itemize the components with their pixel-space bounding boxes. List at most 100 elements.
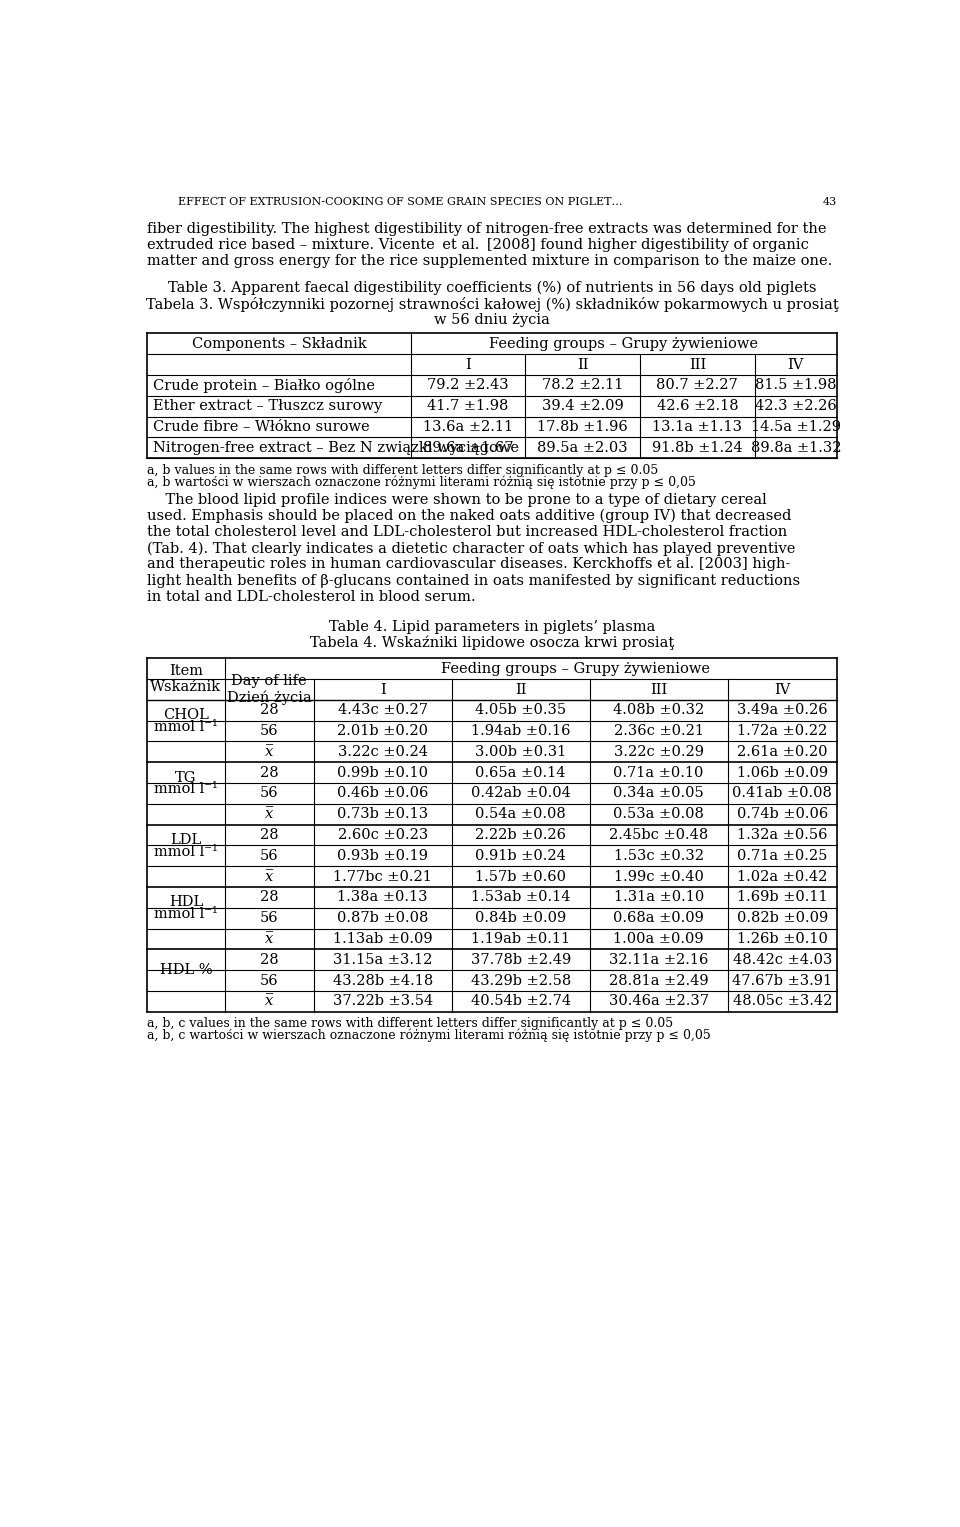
- Text: 42.3 ±2.26: 42.3 ±2.26: [755, 399, 837, 414]
- Text: 1.77bc ±0.21: 1.77bc ±0.21: [333, 869, 432, 884]
- Text: EFFECT OF EXTRUSION-COOKING OF SOME GRAIN SPECIES ON PIGLET…: EFFECT OF EXTRUSION-COOKING OF SOME GRAI…: [179, 197, 623, 208]
- Text: a, b, c values in the same rows with different letters differ significantly at p: a, b, c values in the same rows with dif…: [147, 1017, 673, 1031]
- Text: 37.78b ±2.49: 37.78b ±2.49: [470, 953, 571, 967]
- Text: 1.26b ±0.10: 1.26b ±0.10: [737, 931, 828, 947]
- Text: 1.53c ±0.32: 1.53c ±0.32: [613, 849, 704, 863]
- Text: mmol l⁻¹: mmol l⁻¹: [154, 782, 218, 796]
- Text: 56: 56: [260, 849, 278, 863]
- Text: Tabela 4. Wskaźniki lipidowe osocza krwi prosiaţ: Tabela 4. Wskaźniki lipidowe osocza krwi…: [310, 637, 674, 651]
- Text: CHOL: CHOL: [163, 709, 209, 722]
- Text: x̅: x̅: [265, 745, 274, 759]
- Text: 79.2 ±2.43: 79.2 ±2.43: [427, 379, 509, 392]
- Text: 0.71a ±0.25: 0.71a ±0.25: [737, 849, 828, 863]
- Text: the total cholesterol level and LDL-cholesterol but increased HDL-cholesterol fr: the total cholesterol level and LDL-chol…: [147, 525, 787, 539]
- Text: 0.65a ±0.14: 0.65a ±0.14: [475, 765, 566, 780]
- Text: 1.32a ±0.56: 1.32a ±0.56: [737, 828, 828, 841]
- Text: 47.67b ±3.91: 47.67b ±3.91: [732, 974, 832, 988]
- Text: 2.22b ±0.26: 2.22b ±0.26: [475, 828, 566, 841]
- Text: 0.87b ±0.08: 0.87b ±0.08: [337, 912, 428, 925]
- Text: x̅: x̅: [265, 994, 274, 1008]
- Text: 1.69b ±0.11: 1.69b ±0.11: [737, 890, 828, 904]
- Text: Feeding groups – Grupy żywieniowe: Feeding groups – Grupy żywieniowe: [490, 337, 758, 351]
- Text: 56: 56: [260, 974, 278, 988]
- Text: Feeding groups – Grupy żywieniowe: Feeding groups – Grupy żywieniowe: [441, 661, 709, 676]
- Text: 89.6a ±1.67: 89.6a ±1.67: [422, 441, 514, 455]
- Text: 3.49a ±0.26: 3.49a ±0.26: [737, 704, 828, 718]
- Text: TG: TG: [175, 771, 197, 785]
- Text: Table 3. Apparent faecal digestibility coefficients (%) of nutrients in 56 days : Table 3. Apparent faecal digestibility c…: [168, 281, 816, 295]
- Text: 28: 28: [260, 890, 278, 904]
- Text: 0.34a ±0.05: 0.34a ±0.05: [613, 786, 704, 800]
- Text: and therapeutic roles in human cardiovascular diseases. Kerckhoffs et al. [2003]: and therapeutic roles in human cardiovas…: [147, 557, 790, 571]
- Text: 37.22b ±3.54: 37.22b ±3.54: [332, 994, 433, 1008]
- Text: Tabela 3. Współczynniki pozornej strawności kałowej (%) składników pokarmowych u: Tabela 3. Współczynniki pozornej strawno…: [146, 298, 838, 312]
- Text: III: III: [688, 357, 706, 371]
- Text: 78.2 ±2.11: 78.2 ±2.11: [542, 379, 623, 392]
- Text: 2.01b ±0.20: 2.01b ±0.20: [337, 724, 428, 738]
- Text: IV: IV: [774, 683, 790, 696]
- Text: II: II: [515, 683, 526, 696]
- Text: II: II: [577, 357, 588, 371]
- Text: 1.99c ±0.40: 1.99c ±0.40: [613, 869, 704, 884]
- Text: 0.46b ±0.06: 0.46b ±0.06: [337, 786, 428, 800]
- Text: 1.72a ±0.22: 1.72a ±0.22: [737, 724, 828, 738]
- Text: 28.81a ±2.49: 28.81a ±2.49: [609, 974, 708, 988]
- Text: light health benefits of β-glucans contained in oats manifested by significant r: light health benefits of β-glucans conta…: [147, 574, 801, 588]
- Text: HDL: HDL: [169, 895, 203, 910]
- Text: (Tab. 4). That clearly indicates a dietetic character of oats which has played p: (Tab. 4). That clearly indicates a diete…: [147, 541, 796, 556]
- Text: 1.19ab ±0.11: 1.19ab ±0.11: [471, 931, 570, 947]
- Text: 31.15a ±3.12: 31.15a ±3.12: [333, 953, 432, 967]
- Text: Crude protein – Białko ogólne: Crude protein – Białko ogólne: [154, 377, 375, 392]
- Text: x̅: x̅: [265, 869, 274, 884]
- Text: 0.74b ±0.06: 0.74b ±0.06: [736, 808, 828, 822]
- Text: 81.5 ±1.98: 81.5 ±1.98: [756, 379, 836, 392]
- Text: HDL %: HDL %: [159, 964, 212, 977]
- Text: 56: 56: [260, 786, 278, 800]
- Text: 1.38a ±0.13: 1.38a ±0.13: [338, 890, 428, 904]
- Text: 0.99b ±0.10: 0.99b ±0.10: [337, 765, 428, 780]
- Text: 3.22c ±0.29: 3.22c ±0.29: [613, 745, 704, 759]
- Text: 39.4 ±2.09: 39.4 ±2.09: [541, 399, 624, 414]
- Text: 43.28b ±4.18: 43.28b ±4.18: [332, 974, 433, 988]
- Text: 1.57b ±0.60: 1.57b ±0.60: [475, 869, 566, 884]
- Text: Components – Składnik: Components – Składnik: [191, 337, 367, 351]
- Text: 1.94ab ±0.16: 1.94ab ±0.16: [471, 724, 570, 738]
- Text: 89.5a ±2.03: 89.5a ±2.03: [538, 441, 628, 455]
- Text: w 56 dniu życia: w 56 dniu życia: [434, 313, 550, 327]
- Text: 28: 28: [260, 828, 278, 841]
- Text: mmol l⁻¹: mmol l⁻¹: [154, 907, 218, 921]
- Text: 1.02a ±0.42: 1.02a ±0.42: [737, 869, 828, 884]
- Text: I: I: [465, 357, 470, 371]
- Text: 0.41ab ±0.08: 0.41ab ±0.08: [732, 786, 832, 800]
- Text: 14.5a ±1.29: 14.5a ±1.29: [751, 420, 841, 434]
- Text: 30.46a ±2.37: 30.46a ±2.37: [609, 994, 708, 1008]
- Text: 56: 56: [260, 724, 278, 738]
- Text: used. Emphasis should be placed on the naked oats additive (group IV) that decre: used. Emphasis should be placed on the n…: [147, 508, 791, 524]
- Text: 42.6 ±2.18: 42.6 ±2.18: [657, 399, 738, 414]
- Text: III: III: [650, 683, 667, 696]
- Text: Nitrogen-free extract – Bez N związki wyciągowe: Nitrogen-free extract – Bez N związki wy…: [154, 441, 519, 455]
- Text: Day of life
Dzień życia: Day of life Dzień życia: [227, 673, 312, 705]
- Text: 1.31a ±0.10: 1.31a ±0.10: [613, 890, 704, 904]
- Text: I: I: [380, 683, 386, 696]
- Text: x̅: x̅: [265, 808, 274, 822]
- Text: Table 4. Lipid parameters in piglets’ plasma: Table 4. Lipid parameters in piglets’ pl…: [329, 620, 655, 634]
- Text: 4.08b ±0.32: 4.08b ±0.32: [613, 704, 705, 718]
- Text: 2.45bc ±0.48: 2.45bc ±0.48: [609, 828, 708, 841]
- Text: in total and LDL-cholesterol in blood serum.: in total and LDL-cholesterol in blood se…: [147, 589, 476, 603]
- Text: The blood lipid profile indices were shown to be prone to a type of dietary cere: The blood lipid profile indices were sho…: [147, 493, 767, 507]
- Text: IV: IV: [787, 357, 804, 371]
- Text: 91.8b ±1.24: 91.8b ±1.24: [652, 441, 743, 455]
- Text: 1.00a ±0.09: 1.00a ±0.09: [613, 931, 704, 947]
- Text: 0.42ab ±0.04: 0.42ab ±0.04: [470, 786, 570, 800]
- Text: 28: 28: [260, 765, 278, 780]
- Text: LDL: LDL: [170, 834, 202, 847]
- Text: 43: 43: [823, 197, 837, 208]
- Text: matter and gross energy for the rice supplemented mixture in comparison to the m: matter and gross energy for the rice sup…: [147, 253, 832, 269]
- Text: a, b, c wartości w wierszach oznaczone różnymi literami różnią się istotnie przy: a, b, c wartości w wierszach oznaczone r…: [147, 1029, 710, 1043]
- Text: 41.7 ±1.98: 41.7 ±1.98: [427, 399, 509, 414]
- Text: 3.00b ±0.31: 3.00b ±0.31: [475, 745, 566, 759]
- Text: 0.54a ±0.08: 0.54a ±0.08: [475, 808, 566, 822]
- Text: Ether extract – Tłuszcz surowy: Ether extract – Tłuszcz surowy: [154, 399, 383, 414]
- Text: 40.54b ±2.74: 40.54b ±2.74: [470, 994, 571, 1008]
